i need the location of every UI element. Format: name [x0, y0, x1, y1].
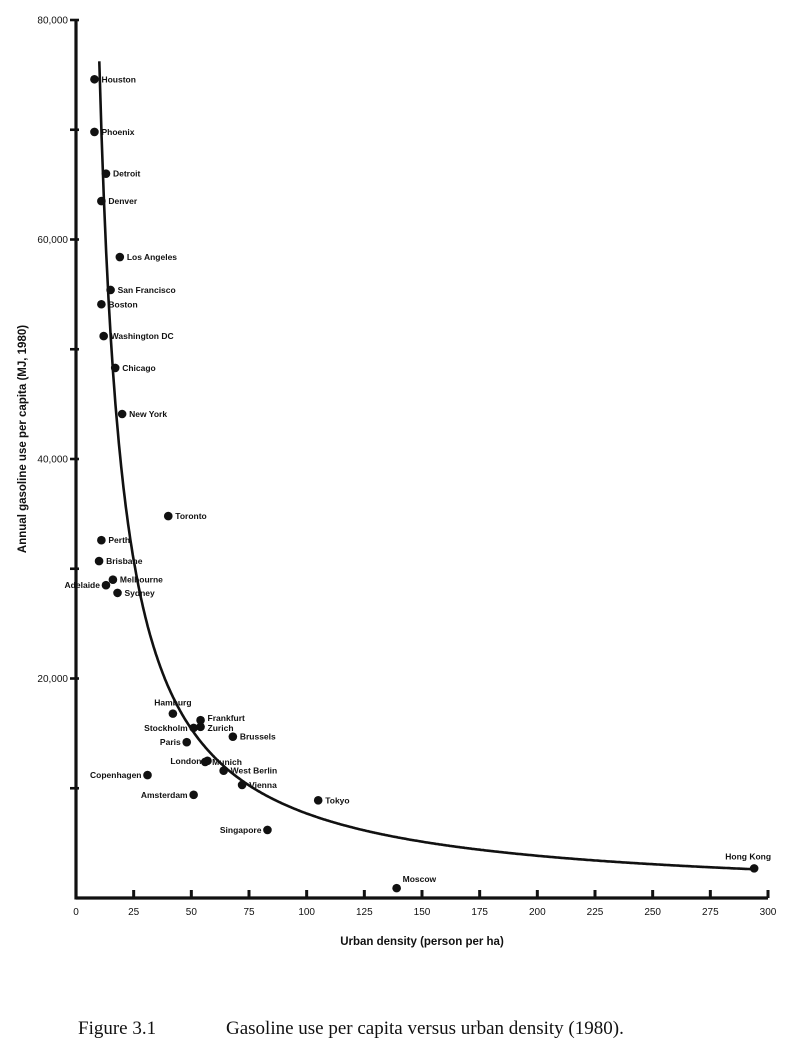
y-tick-label: 40,000 — [37, 455, 68, 466]
data-point — [237, 780, 247, 790]
data-label: Detroit — [113, 169, 141, 179]
data-point — [196, 722, 205, 732]
data-point — [90, 74, 99, 84]
figure-caption-text: Gasoline use per capita versus urban den… — [226, 1018, 624, 1039]
data-point — [97, 535, 106, 545]
x-tick-label: 250 — [644, 907, 661, 918]
data-label: Hong Kong — [725, 851, 771, 861]
trend-curve — [98, 61, 754, 871]
y-tick-label: 80,000 — [37, 16, 68, 27]
scatter-chart: Urban density (person per ha) Annual gas… — [17, 16, 777, 949]
data-point — [101, 580, 111, 590]
data-label: Washington DC — [111, 331, 174, 341]
data-label: San Francisco — [118, 285, 176, 295]
data-label: Melbourne — [120, 575, 163, 585]
data-point — [163, 511, 173, 521]
data-label: Frankfurt — [208, 713, 245, 723]
data-point — [110, 363, 120, 373]
data-label: Toronto — [175, 511, 206, 521]
figure-caption: Figure 3.1 Gasoline use per capita versu… — [0, 1018, 789, 1048]
x-tick-label: 75 — [243, 907, 255, 918]
y-axis-title: Annual gasoline use per capita (MJ, 1980… — [17, 325, 29, 553]
data-point — [115, 252, 125, 262]
data-label: Brisbane — [106, 556, 143, 566]
data-point — [313, 796, 323, 805]
data-point — [182, 737, 192, 747]
data-point — [392, 883, 401, 893]
data-point — [189, 723, 198, 733]
x-tick-label: 300 — [760, 907, 777, 918]
data-label: Boston — [108, 299, 137, 309]
x-tick-label: 150 — [414, 907, 431, 918]
x-tick-label: 275 — [702, 907, 719, 918]
data-label: Brussels — [240, 732, 276, 742]
data-label: Zurich — [208, 723, 234, 733]
data-label: Moscow — [403, 874, 437, 884]
data-label: Singapore — [220, 825, 262, 835]
data-label: Phoenix — [101, 127, 134, 137]
data-label: Paris — [160, 737, 181, 747]
x-tick-label: 200 — [529, 907, 546, 918]
data-point — [749, 864, 759, 873]
data-label: Sydney — [125, 588, 156, 598]
data-label: Denver — [108, 196, 138, 206]
figure-number: Figure 3.1 — [78, 1018, 157, 1039]
data-point — [99, 331, 108, 341]
data-point — [97, 196, 106, 206]
data-label: New York — [129, 409, 167, 419]
data-label: Stockholm — [144, 723, 188, 733]
x-tick-label: 0 — [73, 907, 79, 918]
data-label: Tokyo — [325, 795, 349, 805]
data-point — [143, 770, 152, 780]
y-tick-label: 60,000 — [37, 235, 68, 246]
x-tick-label: 50 — [186, 907, 198, 918]
data-point — [168, 709, 178, 718]
x-axis-title: Urban density (person per ha) — [340, 936, 504, 948]
data-point — [94, 556, 104, 566]
data-label: Perth — [108, 535, 130, 545]
data-point — [263, 825, 272, 835]
x-tick-label: 100 — [298, 907, 315, 918]
data-point — [97, 299, 106, 309]
data-label: West Berlin — [231, 766, 278, 776]
data-point — [189, 790, 198, 800]
data-label: London — [170, 756, 201, 766]
data-point — [228, 732, 238, 741]
data-point — [196, 715, 205, 725]
data-label: Chicago — [122, 363, 156, 373]
data-label: Houston — [101, 74, 135, 84]
data-point — [106, 285, 115, 295]
data-point — [90, 127, 99, 137]
data-point — [117, 409, 127, 419]
x-tick-label: 25 — [128, 907, 140, 918]
data-label: Amsterdam — [141, 790, 188, 800]
x-tick-label: 175 — [471, 907, 488, 918]
data-label: Hamburg — [154, 698, 191, 708]
x-tick-label: 125 — [356, 907, 373, 918]
data-label: Copenhagen — [90, 770, 141, 780]
data-point — [219, 766, 228, 775]
data-point — [108, 575, 118, 585]
x-tick-label: 225 — [587, 907, 604, 918]
data-label: Vienna — [249, 780, 277, 790]
data-point — [113, 588, 122, 598]
data-point — [200, 757, 210, 767]
y-tick-label: 20,000 — [37, 674, 68, 685]
data-label: Munich — [212, 757, 242, 767]
data-point — [101, 169, 111, 178]
data-label: Adelaide — [65, 580, 101, 590]
data-label: Los Angeles — [127, 252, 177, 262]
